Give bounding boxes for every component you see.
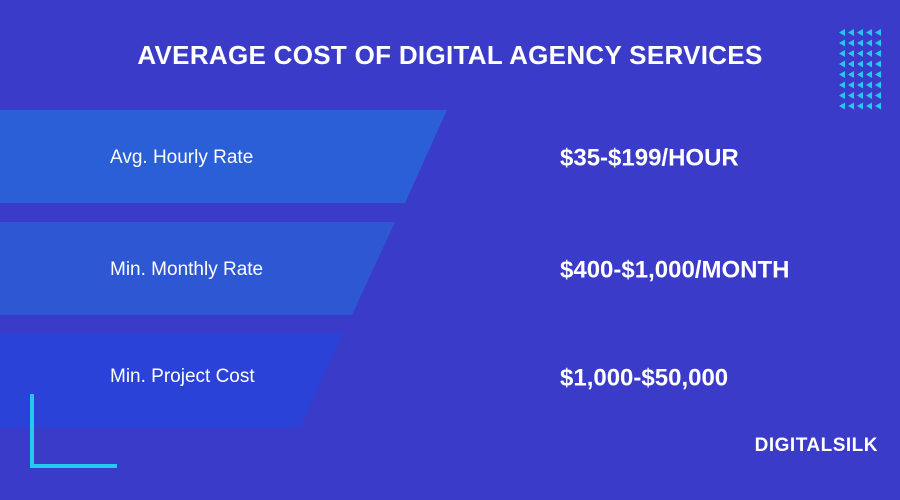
row-label: Min. Monthly Rate [110,259,263,280]
row-value: $400-$1,000/MONTH [560,256,789,283]
corner-bracket [30,394,117,468]
row-label: Avg. Hourly Rate [110,147,253,168]
brand-logo: DIGITALSILK [755,435,878,456]
title: AVERAGE COST OF DIGITAL AGENCY SERVICES [137,40,762,70]
band [0,222,395,315]
row-label: Min. Project Cost [110,366,255,387]
band [0,333,343,428]
triangle-pattern [838,28,883,112]
row-value: $35-$199/HOUR [560,144,739,171]
band [0,110,447,203]
row-value: $1,000-$50,000 [560,364,728,391]
